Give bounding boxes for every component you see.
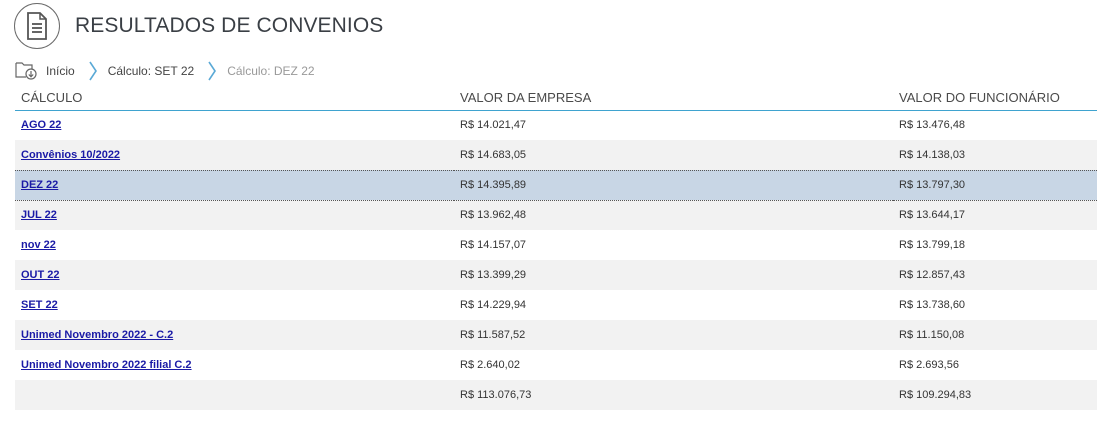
valor-funcionario-cell: R$ 13.799,18 [899, 239, 966, 251]
column-header-calculo[interactable]: CÁLCULO [15, 86, 454, 111]
valor-empresa-cell: R$ 13.962,48 [454, 200, 893, 230]
table-row[interactable]: OUT 22 R$ 13.399,29 R$ 12.857,43 [15, 260, 1097, 290]
column-header-valor-funcionario[interactable]: VALOR DO FUNCIONÁRIO [893, 86, 1097, 111]
valor-empresa-cell: R$ 14.157,07 [460, 239, 527, 251]
valor-empresa-cell: R$ 13.399,29 [454, 260, 893, 290]
breadcrumb-home[interactable]: Início [15, 60, 75, 83]
valor-funcionario-cell: R$ 13.476,48 [899, 119, 966, 132]
column-header-valor-empresa[interactable]: VALOR DA EMPRESA [454, 86, 893, 111]
total-funcionario-cell: R$ 109.294,83 [893, 380, 1097, 410]
table-row-selected[interactable]: DEZ 22 R$ 14.395,89 R$ 13.797,30 [15, 169, 1097, 201]
totals-label-cell [15, 380, 454, 410]
results-table: CÁLCULO VALOR DA EMPRESA VALOR DO FUNCIO… [15, 86, 1097, 410]
valor-funcionario-cell: R$ 13.644,17 [893, 200, 1097, 230]
valor-empresa-cell: R$ 14.683,05 [454, 140, 893, 170]
table-row[interactable]: AGO 22 R$ 14.021,47 R$ 13.476,48 [15, 110, 1097, 140]
table-row[interactable]: Convênios 10/2022 R$ 14.683,05 R$ 14.138… [15, 140, 1097, 170]
valor-funcionario-cell: R$ 11.150,08 [893, 320, 1097, 350]
page-header: RESULTADOS DE CONVENIOS [14, 3, 384, 49]
calculo-link[interactable]: nov 22 [21, 239, 56, 251]
totals-row: R$ 113.076,73 R$ 109.294,83 [15, 380, 1097, 410]
table-row[interactable]: JUL 22 R$ 13.962,48 R$ 13.644,17 [15, 200, 1097, 230]
valor-funcionario-cell: R$ 2.693,56 [899, 359, 959, 371]
valor-empresa-cell: R$ 14.229,94 [460, 299, 527, 311]
calculo-link[interactable]: Unimed Novembro 2022 - C.2 [21, 329, 174, 341]
valor-empresa-cell: R$ 11.587,52 [454, 320, 893, 350]
valor-empresa-cell: R$ 14.395,89 [454, 169, 893, 201]
valor-funcionario-cell: R$ 12.857,43 [893, 260, 1097, 290]
valor-empresa-cell: R$ 2.640,02 [460, 359, 520, 371]
breadcrumb-current: Cálculo: DEZ 22 [227, 64, 315, 78]
calculo-link[interactable]: AGO 22 [21, 119, 62, 132]
valor-funcionario-cell: R$ 13.738,60 [899, 299, 966, 311]
table-row[interactable]: nov 22 R$ 14.157,07 R$ 13.799,18 [15, 230, 1097, 260]
chevron-right-icon [207, 61, 217, 81]
page-title: RESULTADOS DE CONVENIOS [75, 14, 384, 37]
valor-empresa-cell: R$ 14.021,47 [460, 119, 527, 132]
breadcrumb: Início Cálculo: SET 22 Cálculo: DEZ 22 [15, 60, 315, 82]
calculo-link[interactable]: JUL 22 [21, 209, 57, 222]
chevron-right-icon [88, 61, 98, 81]
breadcrumb-home-label: Início [46, 64, 75, 78]
table-header-row: CÁLCULO VALOR DA EMPRESA VALOR DO FUNCIO… [15, 86, 1097, 111]
valor-funcionario-cell: R$ 13.797,30 [893, 169, 1097, 201]
calculo-link[interactable]: DEZ 22 [21, 179, 59, 191]
calculo-link[interactable]: SET 22 [21, 299, 58, 311]
calculo-link[interactable]: Convênios 10/2022 [21, 148, 121, 161]
folder-download-icon [15, 60, 37, 83]
calculo-link[interactable]: Unimed Novembro 2022 filial C.2 [21, 359, 192, 371]
breadcrumb-item-calculo-set22[interactable]: Cálculo: SET 22 [107, 64, 195, 78]
document-icon [14, 3, 60, 49]
table-row[interactable]: Unimed Novembro 2022 - C.2 R$ 11.587,52 … [15, 320, 1097, 350]
table-row[interactable]: SET 22 R$ 14.229,94 R$ 13.738,60 [15, 290, 1097, 320]
table-row[interactable]: Unimed Novembro 2022 filial C.2 R$ 2.640… [15, 350, 1097, 380]
calculo-link[interactable]: OUT 22 [21, 269, 60, 281]
valor-funcionario-cell: R$ 14.138,03 [893, 140, 1097, 170]
total-empresa-cell: R$ 113.076,73 [454, 380, 893, 410]
